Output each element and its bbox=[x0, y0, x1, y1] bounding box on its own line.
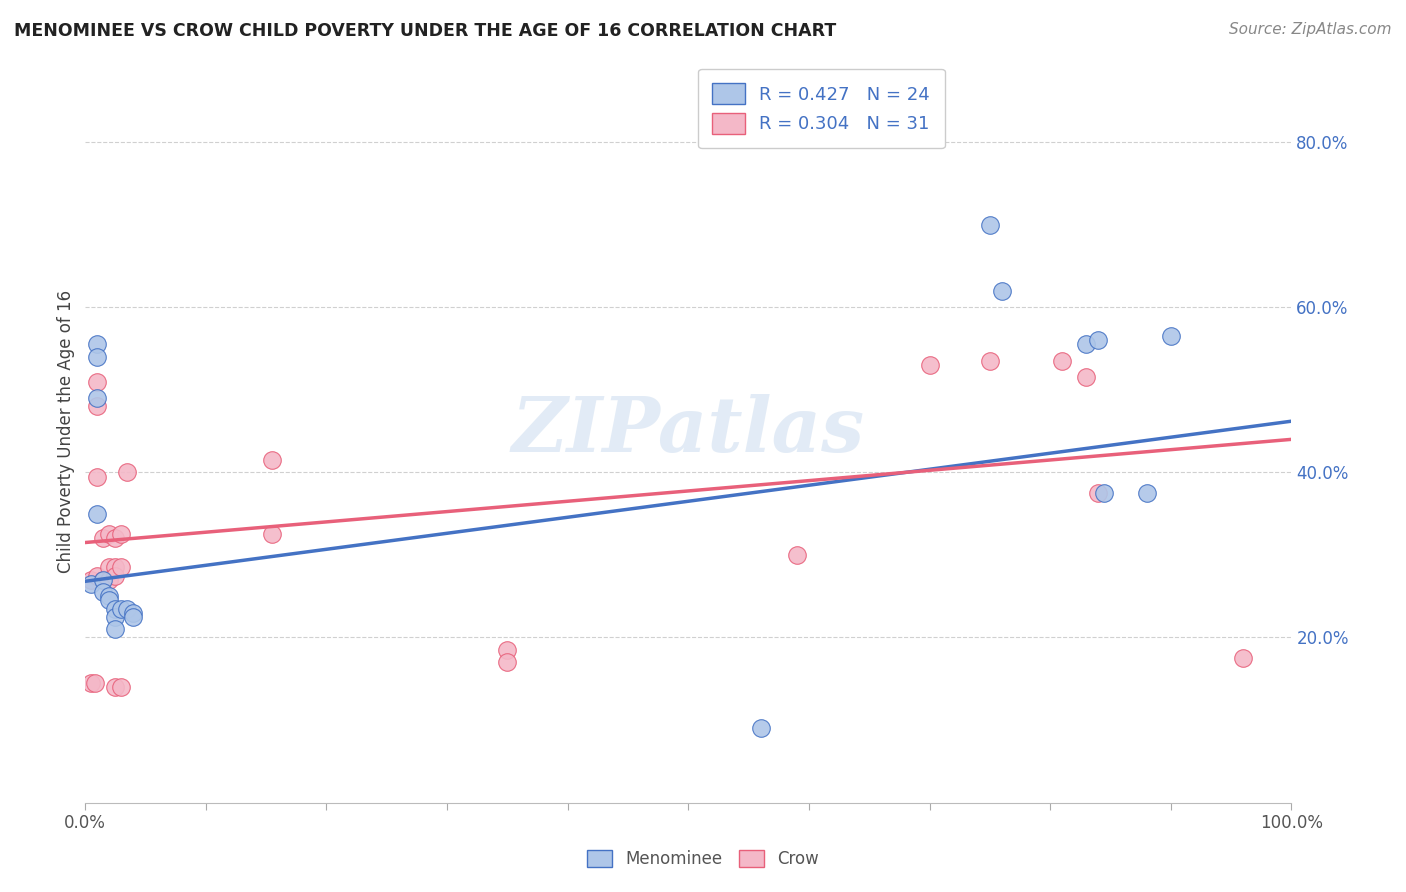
Point bbox=[104, 680, 127, 694]
Point bbox=[115, 466, 138, 480]
Point bbox=[91, 585, 114, 599]
Point bbox=[979, 218, 1001, 232]
Point bbox=[1094, 486, 1116, 500]
Point bbox=[979, 354, 1001, 368]
Point bbox=[496, 655, 519, 669]
Point bbox=[1160, 329, 1182, 343]
Point bbox=[749, 721, 772, 735]
Point bbox=[86, 391, 108, 405]
Point bbox=[86, 350, 108, 364]
Point bbox=[991, 284, 1014, 298]
Point bbox=[1136, 486, 1159, 500]
Text: ZIPatlas: ZIPatlas bbox=[512, 394, 865, 468]
Point bbox=[110, 680, 132, 694]
Point bbox=[86, 568, 108, 582]
Point bbox=[260, 453, 283, 467]
Point bbox=[786, 548, 808, 562]
Point bbox=[122, 610, 145, 624]
Point bbox=[104, 610, 127, 624]
Point bbox=[110, 560, 132, 574]
Point bbox=[496, 643, 519, 657]
Point bbox=[83, 676, 105, 690]
Point bbox=[86, 400, 108, 414]
Point bbox=[91, 573, 114, 587]
Point bbox=[260, 527, 283, 541]
Point bbox=[1232, 651, 1254, 665]
Legend: R = 0.427   N = 24, R = 0.304   N = 31: R = 0.427 N = 24, R = 0.304 N = 31 bbox=[697, 69, 945, 148]
Point bbox=[1087, 486, 1109, 500]
Point bbox=[110, 601, 132, 615]
Point bbox=[104, 568, 127, 582]
Legend: Menominee, Crow: Menominee, Crow bbox=[581, 843, 825, 875]
Point bbox=[98, 589, 121, 603]
Point bbox=[104, 601, 127, 615]
Point bbox=[80, 676, 103, 690]
Text: Source: ZipAtlas.com: Source: ZipAtlas.com bbox=[1229, 22, 1392, 37]
Text: MENOMINEE VS CROW CHILD POVERTY UNDER THE AGE OF 16 CORRELATION CHART: MENOMINEE VS CROW CHILD POVERTY UNDER TH… bbox=[14, 22, 837, 40]
Point bbox=[86, 507, 108, 521]
Point bbox=[115, 601, 138, 615]
Point bbox=[98, 560, 121, 574]
Point bbox=[110, 527, 132, 541]
Point bbox=[1076, 370, 1098, 384]
Point bbox=[122, 606, 145, 620]
Point bbox=[1087, 333, 1109, 347]
Point bbox=[98, 527, 121, 541]
Point bbox=[86, 337, 108, 351]
Point bbox=[1076, 337, 1098, 351]
Point bbox=[80, 577, 103, 591]
Point bbox=[1050, 354, 1073, 368]
Point bbox=[98, 573, 121, 587]
Point bbox=[98, 593, 121, 607]
Point bbox=[91, 573, 114, 587]
Point bbox=[91, 532, 114, 546]
Point bbox=[86, 375, 108, 389]
Point bbox=[86, 469, 108, 483]
Point bbox=[104, 622, 127, 636]
Y-axis label: Child Poverty Under the Age of 16: Child Poverty Under the Age of 16 bbox=[58, 290, 75, 573]
Point bbox=[918, 358, 941, 372]
Point bbox=[104, 532, 127, 546]
Point bbox=[80, 573, 103, 587]
Point bbox=[104, 560, 127, 574]
